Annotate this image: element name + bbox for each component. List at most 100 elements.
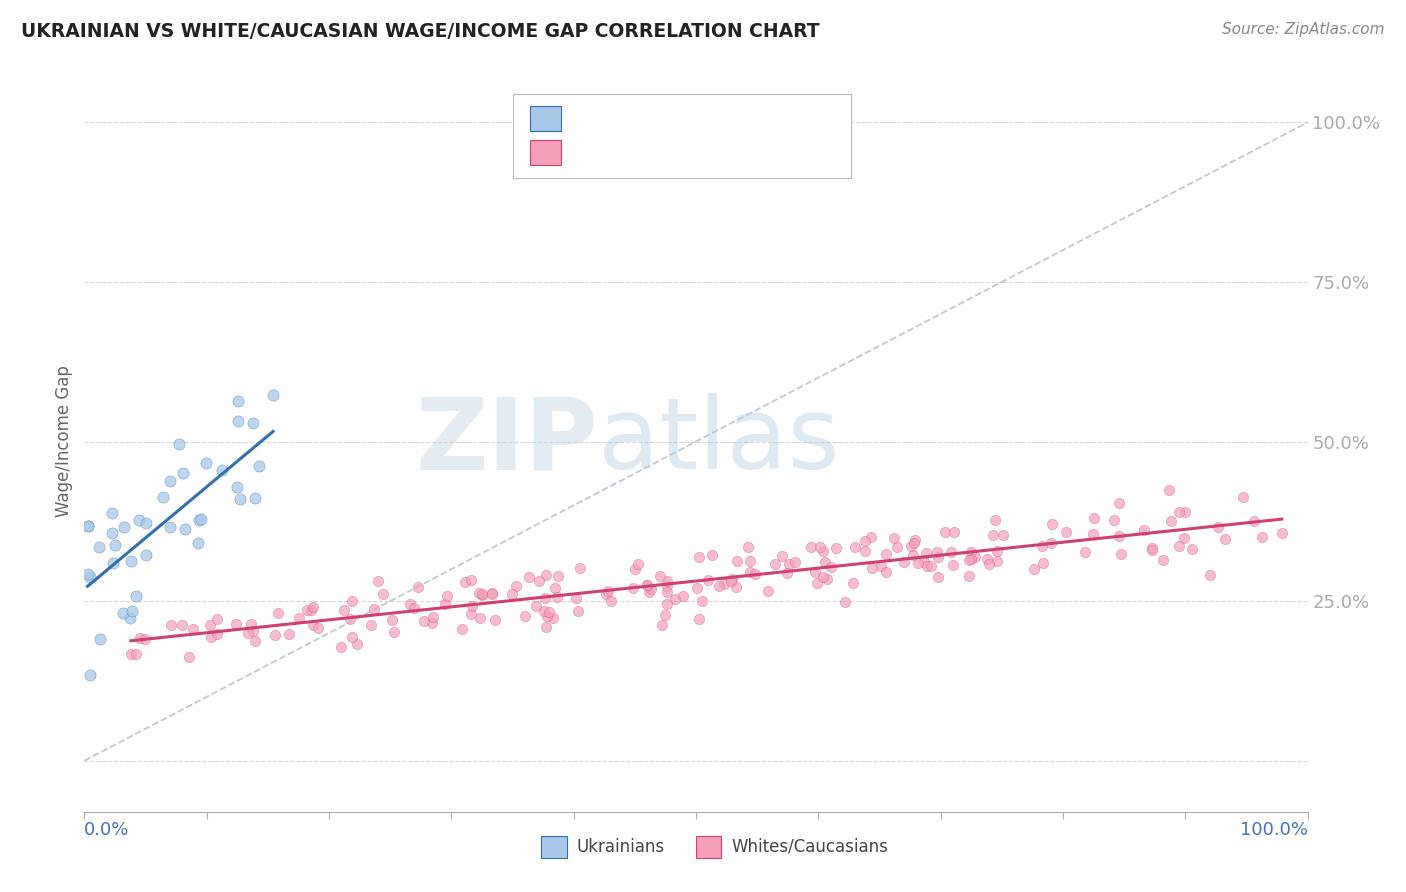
Point	[959, 545, 981, 559]
Point	[1167, 505, 1189, 519]
Point	[76, 566, 98, 581]
Point	[101, 557, 124, 571]
Point	[101, 506, 124, 520]
Point	[976, 551, 998, 566]
Point	[243, 634, 266, 648]
Point	[515, 609, 537, 624]
Point	[959, 553, 981, 567]
Point	[1232, 490, 1254, 504]
Point	[627, 557, 650, 571]
Point	[883, 532, 905, 546]
Point	[481, 586, 503, 600]
Point	[720, 574, 742, 588]
Point	[346, 637, 368, 651]
Point	[808, 540, 831, 554]
Text: 0.0%: 0.0%	[84, 822, 129, 839]
Point	[1206, 520, 1229, 534]
Point	[1152, 552, 1174, 566]
Point	[79, 668, 101, 682]
Point	[1083, 511, 1105, 525]
Text: Source: ZipAtlas.com: Source: ZipAtlas.com	[1222, 22, 1385, 37]
Point	[853, 533, 876, 548]
Point	[1108, 529, 1130, 543]
Point	[434, 597, 457, 611]
Point	[842, 576, 865, 591]
Point	[152, 491, 174, 505]
Point	[1042, 516, 1064, 531]
Point	[242, 624, 264, 639]
Point	[1032, 556, 1054, 570]
Point	[537, 605, 560, 619]
Point	[342, 630, 364, 644]
Point	[302, 600, 325, 615]
Point	[245, 491, 267, 506]
Point	[927, 569, 949, 583]
Point	[725, 580, 748, 594]
Point	[860, 561, 883, 575]
Point	[901, 548, 924, 562]
Point	[501, 587, 523, 601]
Point	[686, 581, 709, 595]
Point	[806, 576, 828, 591]
Point	[1140, 541, 1163, 556]
Point	[128, 513, 150, 527]
Point	[596, 584, 619, 599]
Point	[927, 549, 949, 564]
Text: atlas: atlas	[598, 393, 839, 490]
Point	[534, 591, 557, 605]
Point	[825, 541, 848, 555]
Point	[1022, 562, 1045, 576]
Point	[135, 548, 157, 562]
Point	[422, 610, 444, 624]
Point	[100, 525, 122, 540]
Point	[128, 631, 150, 645]
Point	[484, 613, 506, 627]
Point	[198, 618, 221, 632]
Point	[167, 437, 190, 451]
Point	[648, 569, 671, 583]
Point	[332, 603, 354, 617]
Point	[547, 569, 569, 583]
Point	[340, 594, 363, 608]
Point	[688, 612, 710, 626]
Point	[853, 544, 876, 558]
Point	[159, 474, 181, 488]
Point	[820, 560, 842, 574]
Point	[1174, 505, 1197, 519]
Point	[813, 570, 835, 584]
Point	[242, 416, 264, 430]
Point	[690, 594, 713, 608]
Text: N =  39: N = 39	[702, 109, 782, 128]
Point	[470, 610, 492, 624]
Point	[121, 604, 143, 618]
Point	[907, 556, 929, 570]
Point	[1213, 532, 1236, 546]
Point	[381, 613, 404, 627]
Point	[1160, 514, 1182, 528]
Point	[373, 587, 395, 601]
Point	[461, 599, 484, 613]
Point	[1243, 514, 1265, 528]
Point	[986, 553, 1008, 567]
Point	[382, 625, 405, 640]
Point	[264, 628, 287, 642]
Point	[460, 607, 482, 622]
Point	[226, 479, 249, 493]
Point	[803, 565, 825, 579]
Point	[744, 567, 766, 582]
Point	[860, 530, 883, 544]
Point	[527, 574, 550, 589]
Point	[89, 632, 111, 646]
Point	[917, 558, 939, 573]
Point	[713, 577, 735, 591]
Point	[707, 579, 730, 593]
Point	[886, 540, 908, 554]
Point	[725, 553, 748, 567]
Point	[524, 599, 547, 614]
Point	[174, 523, 197, 537]
Point	[267, 606, 290, 620]
Point	[200, 630, 222, 644]
Point	[190, 512, 212, 526]
Point	[225, 616, 247, 631]
Point	[471, 588, 494, 602]
